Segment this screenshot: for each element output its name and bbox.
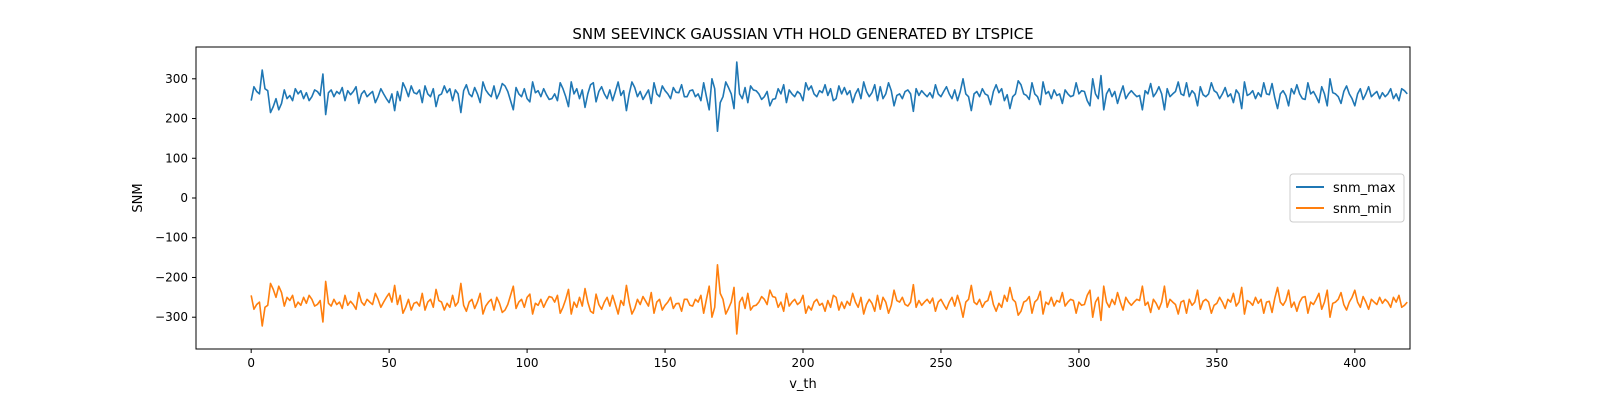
plot-area: 0 50 100 150 200 250 300 350 400 −300 −200 −100 0 10… — [155, 46, 1411, 370]
series-lines — [250, 61, 1408, 335]
x-axis-label: v_th — [789, 377, 817, 392]
x-tick-label: 50 — [381, 356, 396, 370]
series-line-snm-max — [250, 61, 1408, 133]
y-tick-label: 100 — [165, 151, 188, 165]
x-axis: 0 50 100 150 200 250 300 350 400 — [247, 349, 1366, 370]
x-tick-label: 200 — [792, 356, 815, 370]
y-tick-label: 0 — [180, 191, 188, 205]
chart-title: SNM SEEVINCK GAUSSIAN VTH HOLD GENERATED… — [572, 25, 1033, 43]
y-tick-label: −100 — [155, 231, 188, 245]
x-tick-label: 350 — [1205, 356, 1228, 370]
x-tick-label: 400 — [1343, 356, 1366, 370]
y-tick-label: 200 — [165, 112, 188, 126]
legend-label-snm-min: snm_min — [1333, 202, 1392, 217]
legend-label-snm-max: snm_max — [1333, 181, 1396, 196]
legend: snm_max snm_min — [1289, 173, 1405, 223]
plot-frame — [195, 46, 1411, 350]
x-tick-label: 250 — [930, 356, 953, 370]
x-tick-label: 100 — [516, 356, 539, 370]
y-axis-label: SNM — [131, 183, 146, 212]
y-tick-label: −200 — [155, 270, 188, 284]
y-axis: −300 −200 −100 0 100 200 300 — [155, 72, 196, 324]
x-tick-label: 150 — [654, 356, 677, 370]
y-tick-label: 300 — [165, 72, 188, 86]
y-tick-label: −300 — [155, 310, 188, 324]
x-tick-label: 0 — [247, 356, 255, 370]
series-line-snm-min — [250, 263, 1408, 335]
x-tick-label: 300 — [1067, 356, 1090, 370]
